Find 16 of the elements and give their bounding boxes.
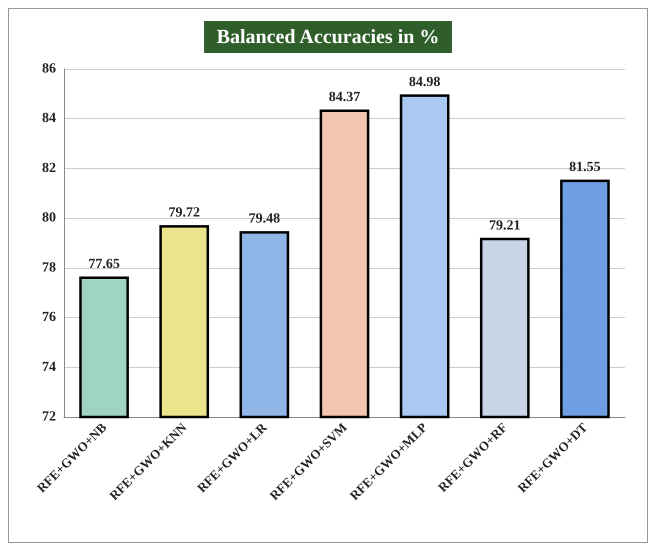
- data-label: 77.65: [88, 257, 120, 272]
- data-label: 79.48: [248, 212, 280, 227]
- data-label: 81.55: [569, 160, 601, 176]
- y-tick-label: 84: [42, 111, 56, 126]
- y-tick-label: 78: [42, 260, 56, 276]
- data-label: 79.21: [489, 218, 521, 234]
- data-label: 84.98: [408, 74, 440, 90]
- y-tick-label: 80: [42, 210, 56, 226]
- y-tick-label: 76: [42, 310, 56, 326]
- y-tick-label: 72: [42, 410, 56, 424]
- chart-title: Balanced Accuracies in %: [216, 26, 440, 48]
- y-tick-label: 74: [42, 360, 56, 375]
- data-label: 79.72: [168, 206, 200, 221]
- y-tick-label: 82: [42, 160, 56, 176]
- data-label: 84.37: [328, 90, 360, 106]
- y-tick-label: 86: [42, 62, 56, 76]
